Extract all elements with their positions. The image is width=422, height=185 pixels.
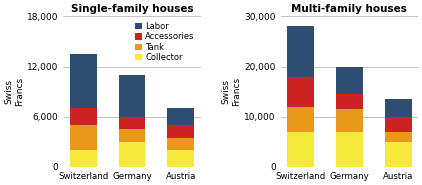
Bar	[287, 132, 314, 167]
Bar	[336, 67, 362, 94]
Bar	[70, 125, 97, 150]
Bar	[70, 150, 97, 167]
Y-axis label: Swiss
Francs: Swiss Francs	[4, 77, 24, 106]
Bar	[168, 138, 195, 150]
Bar	[385, 132, 411, 142]
Bar	[287, 26, 314, 77]
Bar	[385, 142, 411, 167]
Bar	[119, 75, 146, 117]
Bar	[168, 108, 195, 125]
Bar	[119, 129, 146, 142]
Bar	[287, 107, 314, 132]
Legend: Labor, Accessories, Tank, Collector: Labor, Accessories, Tank, Collector	[133, 21, 196, 64]
Bar	[70, 108, 97, 125]
Bar	[385, 117, 411, 132]
Bar	[336, 132, 362, 167]
Bar	[119, 142, 146, 167]
Bar	[70, 54, 97, 108]
Bar	[168, 125, 195, 138]
Bar	[287, 77, 314, 107]
Title: Single-family houses: Single-family houses	[70, 4, 193, 14]
Bar	[336, 109, 362, 132]
Y-axis label: Swiss
Francs: Swiss Francs	[222, 77, 241, 106]
Bar	[168, 150, 195, 167]
Bar	[336, 94, 362, 109]
Title: Multi-family houses: Multi-family houses	[291, 4, 407, 14]
Bar	[119, 117, 146, 129]
Bar	[385, 99, 411, 117]
